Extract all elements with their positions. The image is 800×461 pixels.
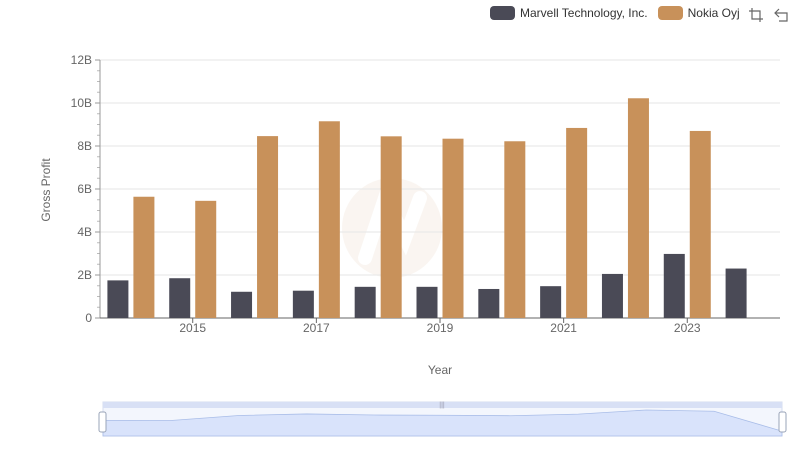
legend-item-nokia[interactable]: Nokia Oyj: [657, 6, 740, 20]
x-tick-label: 2019: [427, 321, 454, 335]
slider-right-handle[interactable]: [778, 411, 787, 433]
bar-nokia-2021[interactable]: [566, 127, 588, 318]
bars: [107, 98, 747, 319]
x-axis-label: Year: [428, 363, 452, 377]
bar-marvell-2021[interactable]: [540, 286, 562, 318]
bar-marvell-2016[interactable]: [231, 291, 253, 318]
legend-swatch: [490, 6, 515, 20]
x-tick-label: 2017: [303, 321, 330, 335]
y-tick-label: 2B: [77, 268, 92, 282]
y-tick-label: 4B: [77, 225, 92, 239]
x-tick-label: 2021: [550, 321, 577, 335]
slider-preview-area: [102, 409, 783, 437]
bar-nokia-2022[interactable]: [627, 98, 649, 319]
y-tick-label: 12B: [71, 53, 92, 67]
bar-nokia-2016[interactable]: [257, 136, 279, 318]
bar-nokia-2018[interactable]: [380, 136, 402, 318]
restore-icon[interactable]: [773, 7, 789, 23]
zoom-slider[interactable]: |||: [98, 401, 787, 437]
bar-marvell-2014[interactable]: [107, 280, 129, 318]
x-tick-label: 2023: [674, 321, 701, 335]
legend: Marvell Technology, Inc. Nokia Oyj: [490, 4, 750, 22]
bar-nokia-2014[interactable]: [133, 196, 155, 318]
bar-marvell-2019[interactable]: [416, 286, 438, 318]
bar-marvell-2020[interactable]: [478, 288, 500, 318]
y-tick-label: 10B: [71, 96, 92, 110]
bar-nokia-2019[interactable]: [442, 138, 464, 318]
bar-nokia-2017[interactable]: [318, 121, 340, 319]
y-tick-label: 6B: [77, 182, 92, 196]
zoom-icon[interactable]: [748, 7, 764, 23]
bar-marvell-2015[interactable]: [169, 278, 191, 318]
bar-marvell-2017[interactable]: [292, 290, 314, 318]
y-tick-label: 0: [85, 311, 92, 325]
x-tick-label: 2015: [179, 321, 206, 335]
bar-marvell-2023[interactable]: [663, 253, 685, 318]
legend-swatch: [657, 6, 683, 20]
legend-label: Nokia Oyj: [687, 6, 740, 20]
x-axis: 2015 2017 2019 2021 2023: [100, 317, 780, 335]
legend-item-marvell[interactable]: Marvell Technology, Inc.: [490, 6, 648, 20]
slider-left-handle[interactable]: [98, 411, 107, 433]
bar-nokia-2015[interactable]: [195, 200, 217, 318]
bar-nokia-2023[interactable]: [689, 130, 711, 318]
bar-marvell-2022[interactable]: [601, 273, 623, 318]
slider-grip-icon[interactable]: |||: [439, 402, 445, 409]
slider-top-bar[interactable]: [103, 402, 782, 408]
y-axis-label: Gross Profit: [39, 158, 53, 222]
bar-marvell-2018[interactable]: [354, 286, 376, 318]
bar-nokia-2020[interactable]: [504, 141, 526, 318]
bar-marvell-2024[interactable]: [725, 268, 747, 318]
legend-label: Marvell Technology, Inc.: [520, 6, 648, 20]
y-axis: 0 2B 4B 6B 8B 10B 12B: [71, 53, 101, 325]
y-tick-label: 8B: [77, 139, 92, 153]
